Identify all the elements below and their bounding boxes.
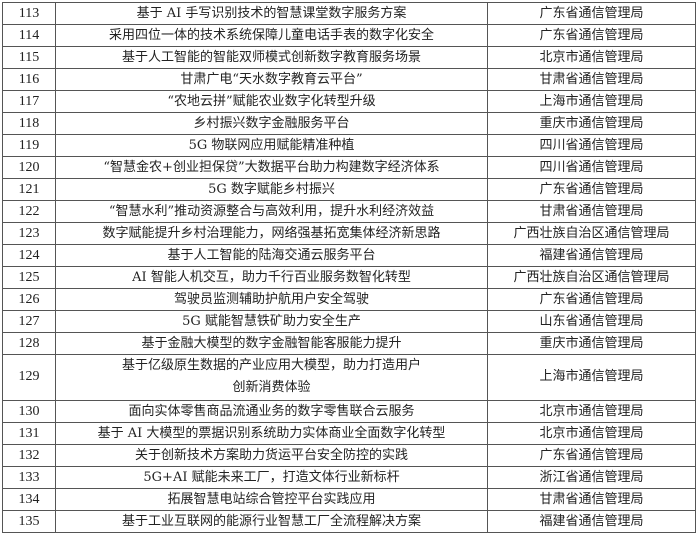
project-title: 基于人工智能的智能双师模式创新数字教育服务场景 — [55, 46, 488, 69]
project-title: 基于 AI 手写识别技术的智慧课堂数字服务方案 — [55, 2, 488, 25]
table-row: 118 乡村振兴数字金融服务平台 重庆市通信管理局 — [2, 112, 696, 135]
project-title: “智慧金农+创业担保贷”大数据平台助力构建数字经济体系 — [55, 156, 488, 179]
table-row: 126 驾驶员监测辅助护航用户安全驾驶 广东省通信管理局 — [2, 288, 696, 311]
table-row: 120 “智慧金农+创业担保贷”大数据平台助力构建数字经济体系 四川省通信管理局 — [2, 156, 696, 179]
row-number: 113 — [2, 2, 56, 25]
submitting-unit: 上海市通信管理局 — [487, 90, 696, 113]
project-title: 乡村振兴数字金融服务平台 — [55, 112, 488, 135]
submitting-unit: 广西壮族自治区通信管理局 — [487, 266, 696, 289]
submitting-unit: 上海市通信管理局 — [487, 354, 696, 401]
submitting-unit: 山东省通信管理局 — [487, 310, 696, 333]
submitting-unit: 广西壮族自治区通信管理局 — [487, 222, 696, 245]
row-number: 125 — [2, 266, 56, 289]
row-number: 128 — [2, 332, 56, 355]
project-title: 数字赋能提升乡村治理能力，网络强基拓宽集体经济新思路 — [55, 222, 488, 245]
table-row: 124 基于人工智能的陆海交通云服务平台 福建省通信管理局 — [2, 244, 696, 267]
submitting-unit: 北京市通信管理局 — [487, 46, 696, 69]
row-number: 123 — [2, 222, 56, 245]
submitting-unit: 北京市通信管理局 — [487, 399, 696, 423]
table-row: 131 基于 AI 大模型的票据识别系统助力实体商业全面数字化转型 北京市通信管理局 — [2, 421, 696, 445]
submitting-unit: 四川省通信管理局 — [487, 134, 696, 157]
submitting-unit: 福建省通信管理局 — [487, 244, 696, 267]
project-title: “智慧水利”推动资源整合与高效利用，提升水利经济效益 — [55, 200, 488, 223]
table-row: 117 “农地云拼”赋能农业数字化转型升级 上海市通信管理局 — [2, 90, 696, 113]
table-row: 115 基于人工智能的智能双师模式创新数字教育服务场景 北京市通信管理局 — [2, 46, 696, 69]
row-number: 134 — [2, 487, 56, 511]
row-number: 122 — [2, 200, 56, 223]
row-number: 119 — [2, 134, 56, 157]
submitting-unit: 广东省通信管理局 — [487, 2, 696, 25]
table-row: 123 数字赋能提升乡村治理能力，网络强基拓宽集体经济新思路 广西壮族自治区通信管理… — [2, 222, 696, 245]
submitting-unit: 广东省通信管理局 — [487, 288, 696, 311]
table-row: 116 甘肃广电“天水数字教育云平台” 甘肃省通信管理局 — [2, 68, 696, 91]
submitting-unit: 四川省通信管理局 — [487, 156, 696, 179]
row-number: 133 — [2, 465, 56, 489]
row-number: 132 — [2, 443, 56, 467]
row-number: 120 — [2, 156, 56, 179]
table-row: 122 “智慧水利”推动资源整合与高效利用，提升水利经济效益 甘肃省通信管理局 — [2, 200, 696, 223]
submitting-unit: 广东省通信管理局 — [487, 178, 696, 201]
table-row: 114 采用四位一体的技术系统保障儿童电话手表的数字化安全 广东省通信管理局 — [2, 24, 696, 47]
row-number: 126 — [2, 288, 56, 311]
project-title: 面向实体零售商品流通业务的数字零售联合云服务 — [55, 399, 488, 423]
project-title: 关于创新技术方案助力货运平台安全防控的实践 — [55, 443, 488, 467]
project-title: 5G+AI 赋能未来工厂，打造文体行业新标杆 — [55, 465, 488, 489]
project-title: 甘肃广电“天水数字教育云平台” — [55, 68, 488, 91]
row-number: 115 — [2, 46, 56, 69]
row-number: 117 — [2, 90, 56, 113]
table-row: 134 拓展智慧电站综合管控平台实践应用 甘肃省通信管理局 — [2, 487, 696, 511]
project-title: 基于亿级原生数据的产业应用大模型，助力打造用户创新消费体验 — [55, 354, 488, 401]
project-title: 采用四位一体的技术系统保障儿童电话手表的数字化安全 — [55, 24, 488, 47]
table-row: 128 基于金融大模型的数字金融智能客服能力提升 重庆市通信管理局 — [2, 332, 696, 355]
row-number: 131 — [2, 421, 56, 445]
table-row: 132 关于创新技术方案助力货运平台安全防控的实践 广东省通信管理局 — [2, 443, 696, 467]
table-row: 125 AI 智能人机交互，助力千行百业服务数智化转型 广西壮族自治区通信管理局 — [2, 266, 696, 289]
project-title: “农地云拼”赋能农业数字化转型升级 — [55, 90, 488, 113]
project-title: 基于 AI 大模型的票据识别系统助力实体商业全面数字化转型 — [55, 421, 488, 445]
table-row: 127 5G 赋能智慧铁矿助力安全生产 山东省通信管理局 — [2, 310, 696, 333]
table-row: 119 5G 物联网应用赋能精准种植 四川省通信管理局 — [2, 134, 696, 157]
project-title: 基于人工智能的陆海交通云服务平台 — [55, 244, 488, 267]
project-title: AI 智能人机交互，助力千行百业服务数智化转型 — [55, 266, 488, 289]
submitting-unit: 广东省通信管理局 — [487, 443, 696, 467]
project-title: 基于金融大模型的数字金融智能客服能力提升 — [55, 332, 488, 355]
project-title: 5G 赋能智慧铁矿助力安全生产 — [55, 310, 488, 333]
project-title: 5G 数字赋能乡村振兴 — [55, 178, 488, 201]
row-number: 116 — [2, 68, 56, 91]
submitting-unit: 北京市通信管理局 — [487, 421, 696, 445]
submitting-unit: 甘肃省通信管理局 — [487, 68, 696, 91]
row-number: 129 — [2, 354, 56, 401]
project-title: 驾驶员监测辅助护航用户安全驾驶 — [55, 288, 488, 311]
table-row: 133 5G+AI 赋能未来工厂，打造文体行业新标杆 浙江省通信管理局 — [2, 465, 696, 489]
table-row: 129 基于亿级原生数据的产业应用大模型，助力打造用户创新消费体验 上海市通信管理局 — [2, 354, 696, 401]
submitting-unit: 甘肃省通信管理局 — [487, 487, 696, 511]
table-row: 113 基于 AI 手写识别技术的智慧课堂数字服务方案 广东省通信管理局 — [2, 2, 696, 25]
row-number: 118 — [2, 112, 56, 135]
row-number: 114 — [2, 24, 56, 47]
row-number: 130 — [2, 399, 56, 423]
submitting-unit: 浙江省通信管理局 — [487, 465, 696, 489]
project-title: 5G 物联网应用赋能精准种植 — [55, 134, 488, 157]
submitting-unit: 重庆市通信管理局 — [487, 112, 696, 135]
table-row: 121 5G 数字赋能乡村振兴 广东省通信管理局 — [2, 178, 696, 201]
project-title: 拓展智慧电站综合管控平台实践应用 — [55, 487, 488, 511]
submitting-unit: 广东省通信管理局 — [487, 24, 696, 47]
row-number: 127 — [2, 310, 56, 333]
table-row: 130 面向实体零售商品流通业务的数字零售联合云服务 北京市通信管理局 — [2, 399, 696, 423]
submitting-unit: 重庆市通信管理局 — [487, 332, 696, 355]
row-number: 121 — [2, 178, 56, 201]
row-number: 124 — [2, 244, 56, 267]
submitting-unit: 甘肃省通信管理局 — [487, 200, 696, 223]
